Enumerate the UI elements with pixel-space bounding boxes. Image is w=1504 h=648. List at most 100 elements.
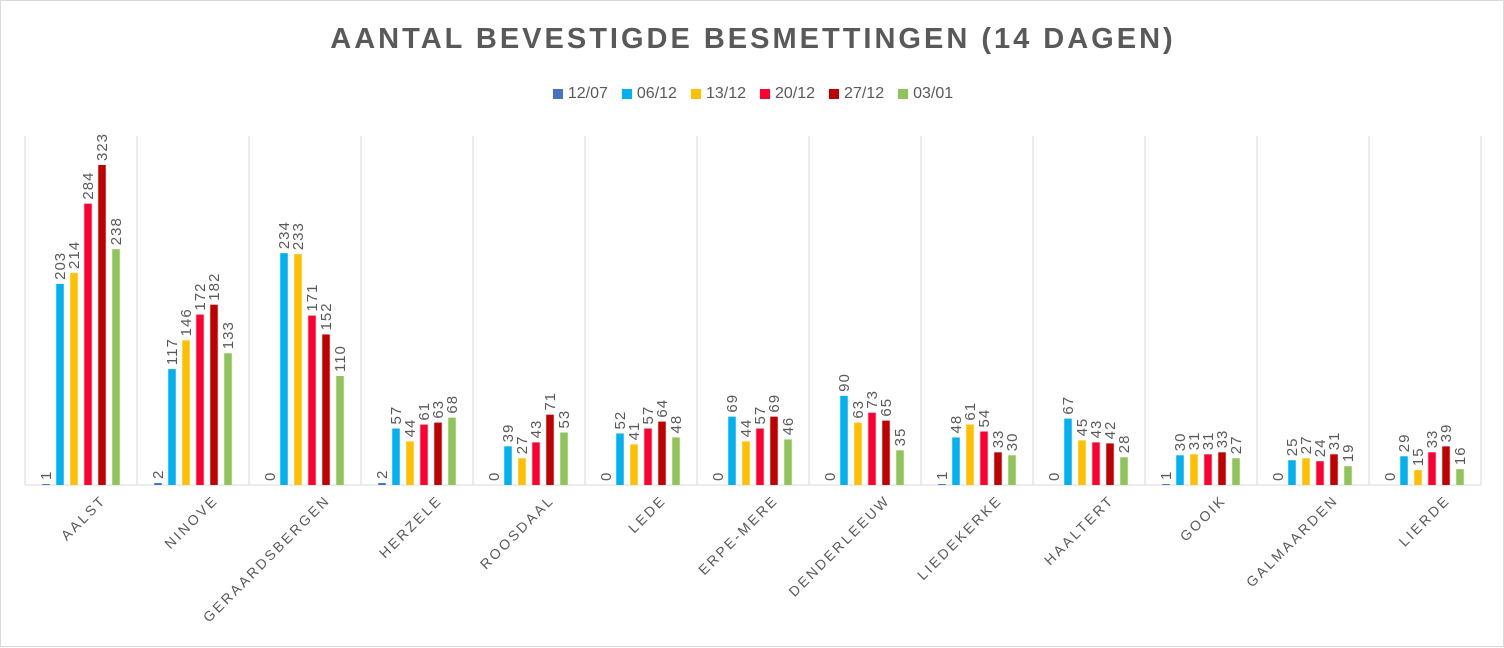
data-label: 117 [164,338,181,365]
bar [448,417,456,485]
data-label: 64 [654,399,671,418]
bar [1400,456,1408,485]
data-label: 0 [598,472,615,481]
legend-swatch [760,89,770,99]
bar [1008,455,1016,485]
bar [70,272,78,485]
legend-swatch [829,89,840,99]
data-label: 48 [948,415,965,434]
legend-label: 27/12 [844,85,885,102]
data-label: 67 [1060,396,1077,415]
bar [1288,460,1296,485]
legend-item: 06/12 [621,85,677,103]
bar [1414,470,1422,485]
bar [1190,454,1198,485]
bar [644,428,652,485]
bar [560,432,568,485]
bar [1456,469,1464,485]
bar [42,484,50,485]
bar [98,165,106,485]
bar [420,424,428,485]
bar [952,437,960,485]
bar [994,452,1002,485]
data-label: 110 [332,345,349,372]
data-label: 63 [850,400,867,419]
bar [966,424,974,485]
bar [56,283,64,485]
legend-swatch [621,89,632,99]
bar [672,437,680,485]
data-label: 203 [52,252,69,280]
data-label: 33 [1214,430,1231,449]
bar [434,422,442,485]
category-label: LEDE [625,492,669,536]
category-label: LIEDEKERKE [914,492,1005,583]
data-label: 57 [388,406,405,425]
bar [392,428,400,485]
data-label: 69 [724,394,741,413]
bar [1064,418,1072,485]
category-label: NINOVE [161,492,221,552]
chart-title: AANTAL BEVESTIGDE BESMETTINGEN (14 DAGEN… [330,23,1176,55]
bar [1078,440,1086,485]
data-label: 0 [1382,472,1399,481]
bar [210,304,218,485]
bar [504,446,512,485]
legend-label: 03/01 [913,85,954,102]
bar [742,441,750,485]
legend-item: 12/07 [552,85,608,103]
data-label: 171 [304,284,321,312]
data-label: 30 [1004,433,1021,452]
legend-label: 13/12 [705,85,746,102]
data-label: 65 [878,398,895,417]
data-label: 43 [528,420,545,439]
data-label: 53 [556,410,573,429]
data-label: 233 [290,222,307,250]
data-label: 44 [738,419,755,438]
bar [112,249,120,485]
data-label: 323 [94,133,111,161]
data-label: 27 [1228,436,1245,455]
bar [168,369,176,485]
bar [182,340,190,485]
data-label: 61 [416,402,433,421]
legend-item: 27/12 [829,85,884,103]
legend-label: 06/12 [636,85,677,102]
data-label: 46 [780,417,797,436]
category-label: ROOSDAAL [477,492,557,572]
data-label: 35 [892,428,909,447]
data-label: 31 [1186,432,1203,451]
data-label: 234 [276,221,293,249]
legend-item: 13/12 [690,85,746,103]
legend-item: 20/12 [760,85,815,103]
bar [1162,484,1170,485]
data-label: 1 [1158,471,1175,480]
legend: 12/07 06/12 13/12 20/12 27/12 03/01 [1,85,1504,103]
data-label: 152 [318,302,335,330]
bar [280,253,288,485]
bar [630,444,638,485]
data-label: 146 [178,308,195,336]
data-label: 73 [864,390,881,409]
legend-swatch [552,89,563,99]
bar [1176,455,1184,485]
bar [84,203,92,486]
data-label: 0 [486,472,503,481]
bar [406,441,414,485]
bar [1330,454,1338,485]
data-label: 39 [1438,424,1455,443]
bar [546,414,554,485]
bar [532,442,540,485]
data-label: 41 [626,422,643,441]
bar [1302,458,1310,485]
bar [784,439,792,485]
bar [308,315,316,485]
bar [1092,442,1100,485]
legend-item: 03/01 [898,85,953,103]
legend-swatch [898,89,909,99]
data-label: 31 [1200,432,1217,451]
data-label: 238 [108,217,125,245]
category-label: GERAARDSBERGEN [200,492,333,625]
